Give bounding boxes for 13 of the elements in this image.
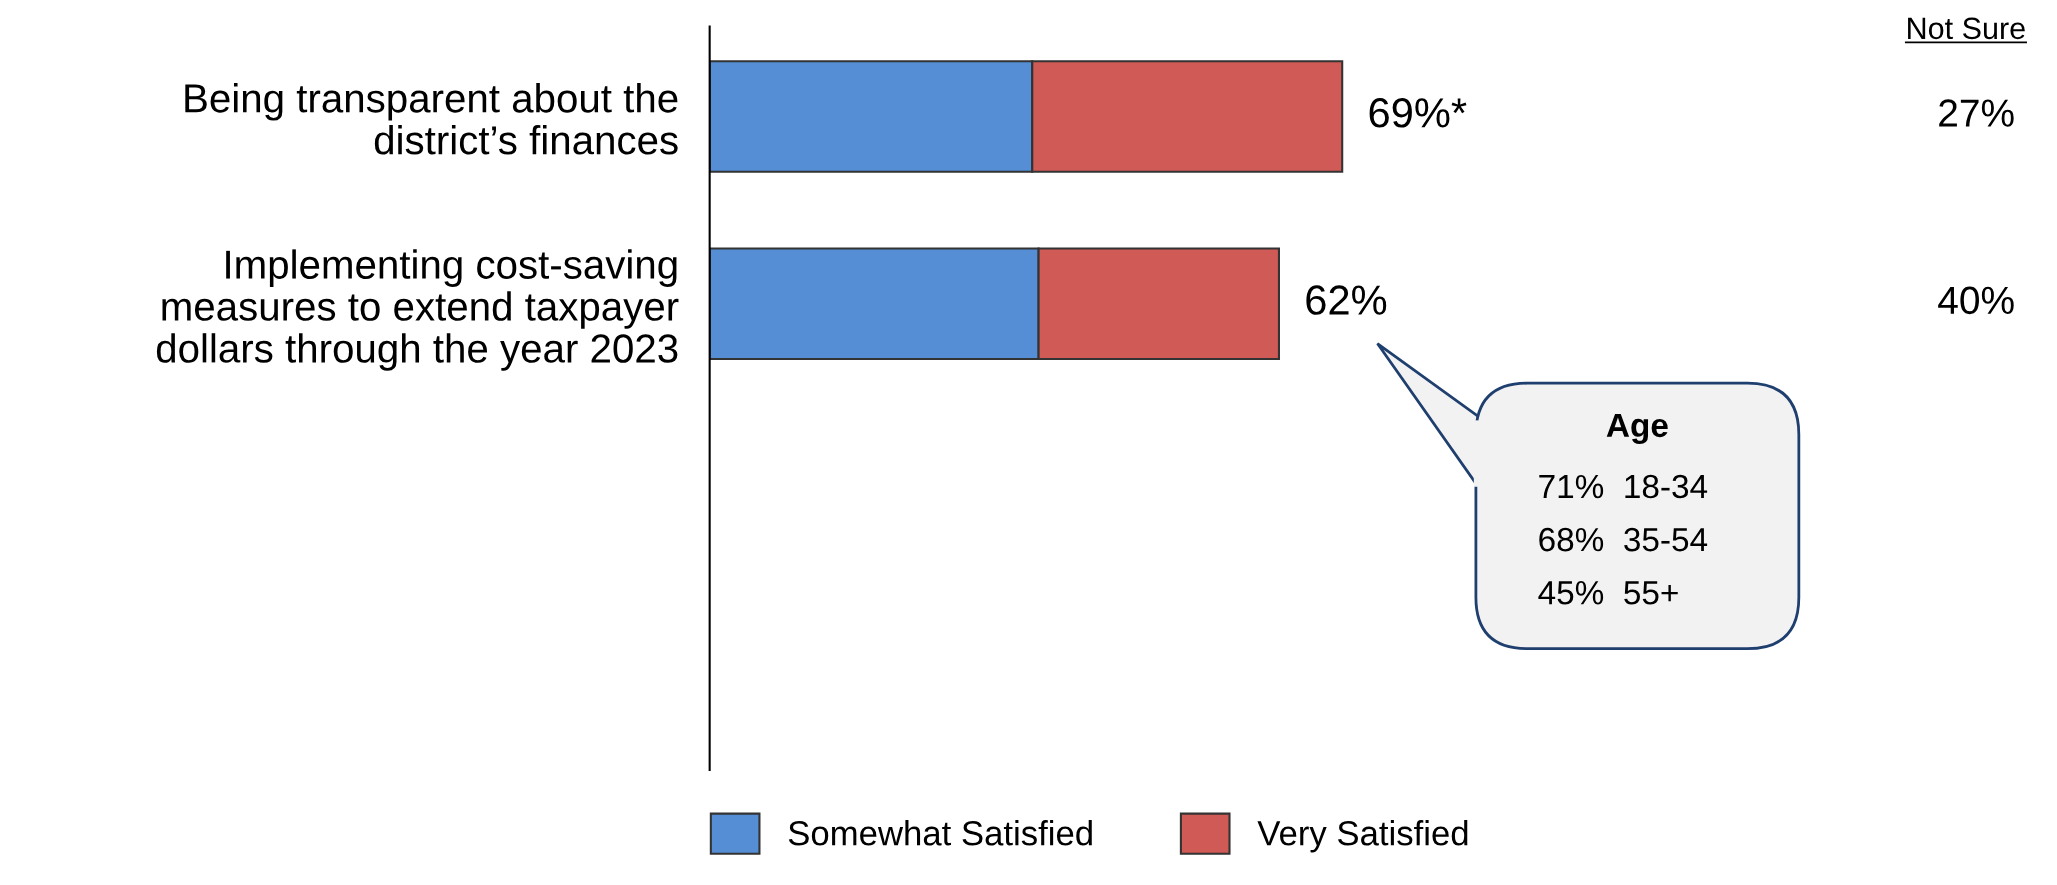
text: Not Sure	[1908, 17, 2025, 40]
legend-label: Somewhat Satisfied	[788, 820, 1092, 846]
annotation: 62%	[1306, 285, 1387, 315]
text: 45% 55+	[1538, 581, 1678, 605]
y-tick-label: Being transparent about the district’s finances	[185, 83, 678, 155]
text: Age	[1606, 413, 1668, 444]
text: 27%	[1939, 99, 2014, 127]
y-tick-label: Implementing cost-saving measures to extend taxpayer dollars through the year 2023	[156, 249, 679, 371]
annotation: 69%*	[1369, 98, 1467, 128]
text: 40%	[1938, 286, 2014, 315]
text: 68% 35-54	[1539, 527, 1708, 552]
legend-label: Very Satisfied	[1257, 820, 1468, 853]
text: 71% 18-34	[1539, 474, 1708, 499]
